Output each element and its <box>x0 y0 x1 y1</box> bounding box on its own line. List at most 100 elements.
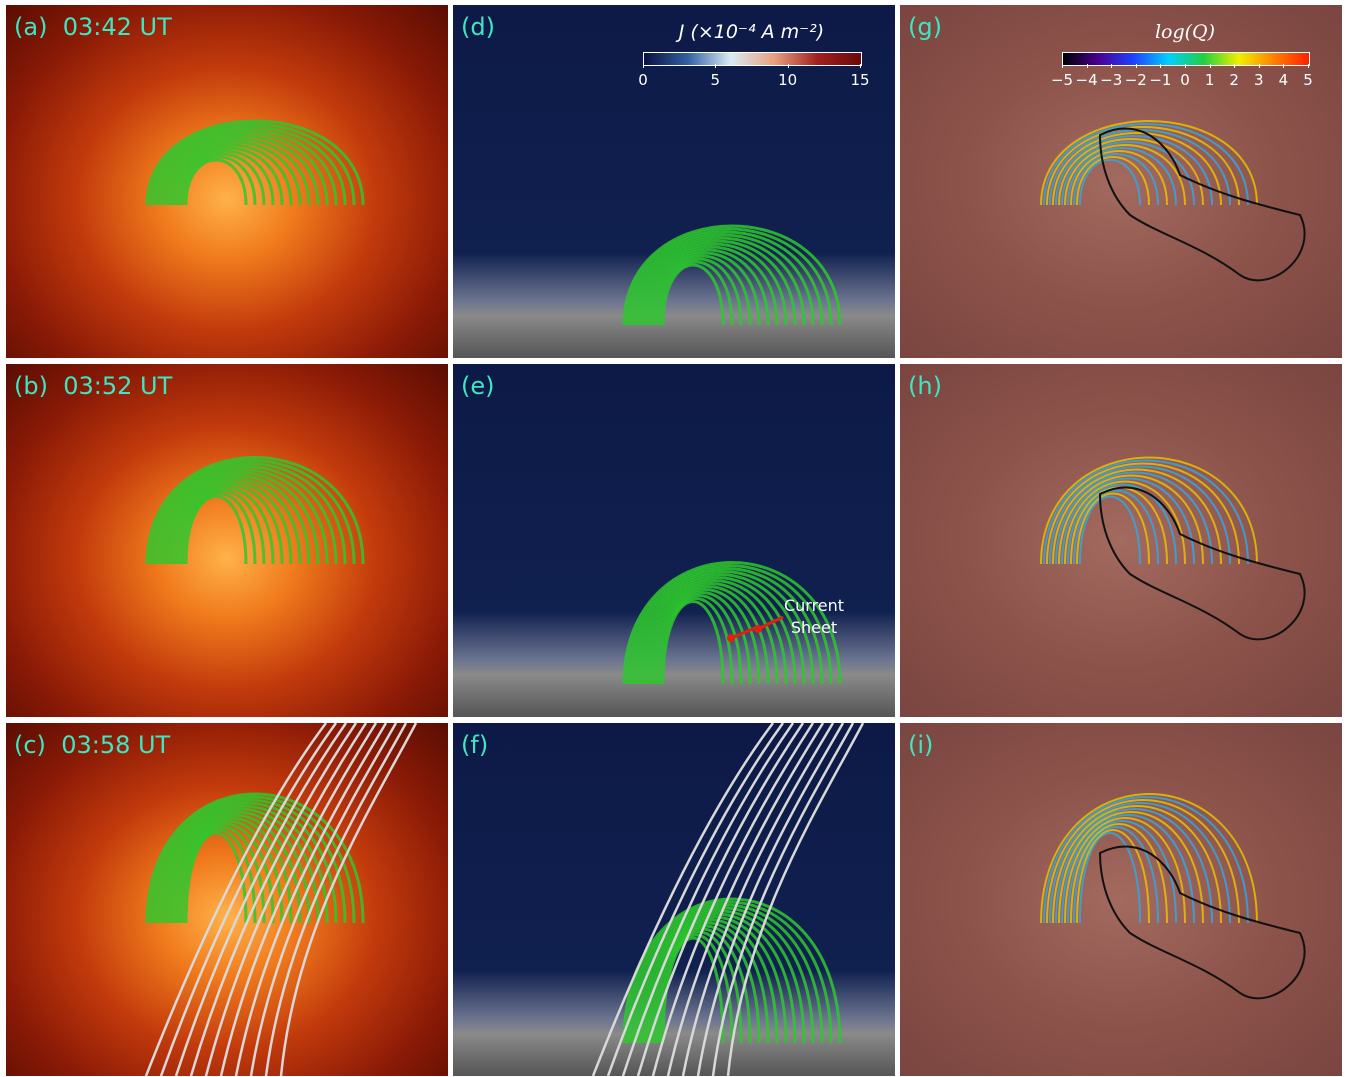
colorbar-tick-label: −2 <box>1124 71 1147 89</box>
colorbar-tick-label: −4 <box>1075 71 1098 89</box>
field-line <box>172 819 284 924</box>
field-line <box>178 489 266 565</box>
open-field-line <box>696 723 845 1076</box>
field-line <box>181 155 257 206</box>
field-line <box>661 600 725 685</box>
field-line <box>643 918 779 1044</box>
field-line <box>172 146 284 206</box>
field-line <box>1064 480 1186 565</box>
field-line <box>628 230 824 326</box>
panel-art <box>622 224 842 326</box>
colorbar-tick <box>715 64 717 68</box>
field-line <box>160 807 320 924</box>
field-line <box>1073 826 1159 924</box>
field-line <box>634 573 806 685</box>
field-line <box>1055 135 1213 206</box>
panel-label: (h) <box>908 372 942 400</box>
colorbar-tick-label: 1 <box>1204 71 1215 89</box>
field-line <box>649 588 761 685</box>
colorbar-tick-label: 0 <box>1180 71 1190 89</box>
open-field-line <box>636 723 805 1076</box>
panel: (e) Current Sheet <box>453 364 895 717</box>
field-line <box>1070 150 1168 206</box>
colorbar-tick-label: −1 <box>1149 71 1172 89</box>
open-field-line <box>144 723 328 1076</box>
field-line <box>1040 793 1258 924</box>
field-line <box>1049 465 1231 565</box>
field-line <box>637 239 797 326</box>
colorbar-tick <box>1135 64 1137 68</box>
panel-letter: (d) <box>461 13 495 41</box>
open-field-line <box>681 723 835 1076</box>
field-line <box>1076 492 1150 565</box>
field-line <box>145 792 365 924</box>
field-line <box>1079 159 1141 206</box>
panel-time: 03:52 UT <box>63 372 173 400</box>
field-line <box>1079 832 1141 924</box>
field-line <box>1067 820 1177 924</box>
open-field-line <box>621 723 795 1076</box>
panel-art <box>145 456 365 565</box>
field-line <box>1064 817 1186 924</box>
open-field-line <box>651 723 815 1076</box>
panel-letter: (i) <box>908 731 934 759</box>
arrow <box>730 626 756 640</box>
colorbar-tick <box>1086 64 1088 68</box>
colorbar-tick <box>1062 64 1063 68</box>
field-line <box>646 585 770 685</box>
field-line <box>1055 808 1213 924</box>
field-line <box>157 131 329 206</box>
open-field-line <box>219 723 378 1076</box>
panel: (c) 03:58 UT <box>6 723 448 1076</box>
panel-letter: (h) <box>908 372 942 400</box>
arrow <box>757 615 784 631</box>
field-line <box>154 128 338 206</box>
open-field-line <box>249 723 398 1076</box>
field-line <box>160 134 320 206</box>
colorbar-tick-label: 10 <box>778 71 798 89</box>
open-field-line <box>159 723 338 1076</box>
colorbar-tick <box>860 64 861 68</box>
open-field-line <box>174 723 348 1076</box>
field-line <box>1061 141 1195 206</box>
field-line <box>169 143 293 206</box>
field-line <box>643 582 779 685</box>
field-line <box>175 486 275 565</box>
contour <box>1098 845 1306 1000</box>
panel-label: (a) 03:42 UT <box>14 13 172 41</box>
colorbar-tick <box>1209 64 1211 68</box>
field-line <box>658 260 734 326</box>
panel: (a) 03:42 UT <box>6 5 448 358</box>
panel-label: (f) <box>461 731 488 759</box>
colorbar-tick <box>1283 64 1285 68</box>
panel-letter: (e) <box>461 372 495 400</box>
panel-letter: (a) <box>14 13 48 41</box>
colorbar-tick-label: 3 <box>1254 71 1264 89</box>
annotation: Current Sheet <box>783 596 845 637</box>
field-line <box>652 591 752 685</box>
field-line <box>1061 814 1195 924</box>
field-line <box>1073 489 1159 565</box>
colorbar <box>1062 52 1310 66</box>
open-field-line <box>264 723 408 1076</box>
field-line <box>634 236 806 326</box>
field-line <box>1052 132 1222 206</box>
field-line <box>1043 459 1249 565</box>
panel: (g) log(Q) −5 −4 −3 −2 −1 0 1 2 3 4 5 <box>900 5 1342 358</box>
field-line <box>166 140 302 206</box>
field-line <box>1058 811 1204 924</box>
colorbar-title: J (×10⁻⁴ A m⁻²) <box>678 21 825 43</box>
field-line <box>622 224 842 326</box>
field-line <box>178 152 266 206</box>
panel-art <box>622 561 842 685</box>
field-line <box>652 254 752 326</box>
field-line <box>154 465 338 565</box>
field-line <box>1040 120 1258 206</box>
contour <box>1098 127 1306 282</box>
field-line <box>1064 144 1186 206</box>
field-line <box>622 561 842 685</box>
panel-label: (b) 03:52 UT <box>14 372 172 400</box>
colorbar-tick <box>787 64 789 68</box>
field-line <box>649 251 761 326</box>
panel-art <box>591 723 865 1076</box>
